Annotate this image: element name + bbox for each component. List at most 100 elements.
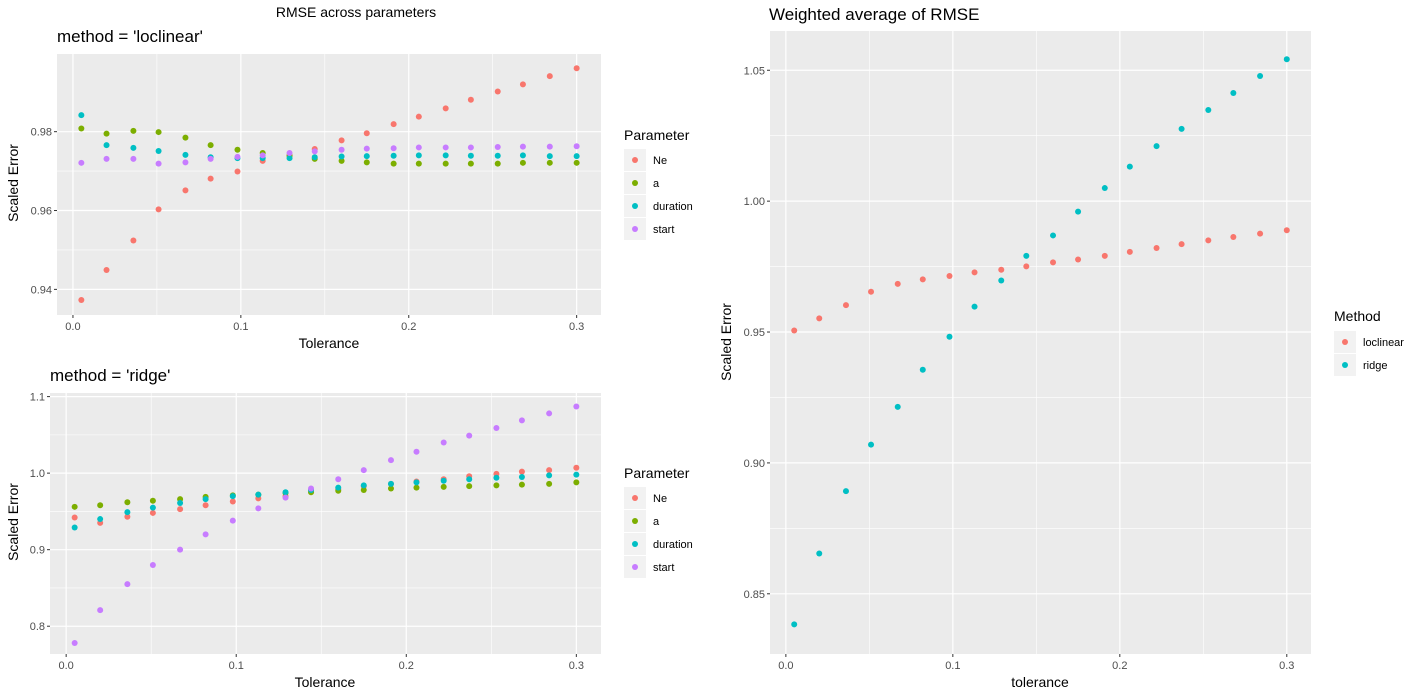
data-point-start xyxy=(71,640,78,647)
data-point-loclinear xyxy=(816,315,823,322)
data-point-loclinear xyxy=(1257,230,1264,237)
legend-key-a xyxy=(632,518,638,524)
data-point-Ne xyxy=(177,506,184,513)
y-axis-label-ridge: Scaled Error xyxy=(5,483,21,561)
data-point-loclinear xyxy=(1205,237,1212,244)
data-point-Ne xyxy=(363,130,370,137)
data-point-Ne xyxy=(155,206,162,213)
y-tick-label: 0.8 xyxy=(30,621,45,633)
x-tick-label: 0.2 xyxy=(401,321,416,333)
data-point-start xyxy=(311,148,318,155)
data-point-duration xyxy=(519,152,526,159)
data-point-Ne xyxy=(149,509,156,516)
data-point-a xyxy=(573,479,580,486)
y-axis-label-loclinear: Scaled Error xyxy=(5,144,21,222)
legend-label-start: start xyxy=(653,562,674,574)
panel-weighted: Weighted average of RMSE 0.0 0.1 0.2 0.3 0.8… xyxy=(718,5,1404,690)
data-point-loclinear xyxy=(971,269,978,276)
data-point-a xyxy=(415,160,422,167)
data-point-start xyxy=(573,403,580,410)
panel-loclinear: method = 'loclinear' 0.0 0.1 0.2 0.3 0.94 0.9… xyxy=(5,27,693,351)
legend-key-ridge xyxy=(1342,362,1348,368)
panel-background xyxy=(50,393,601,654)
data-point-duration xyxy=(229,493,236,500)
data-point-duration xyxy=(78,112,85,119)
data-point-duration xyxy=(202,496,209,503)
data-point-start xyxy=(259,152,266,159)
data-point-a xyxy=(518,481,525,488)
x-tick-label: 0.0 xyxy=(65,321,80,333)
y-axis-label-weighted: Scaled Error xyxy=(718,303,734,381)
data-point-start xyxy=(234,153,241,160)
data-point-loclinear xyxy=(1230,234,1237,241)
data-point-start xyxy=(124,581,131,588)
x-axis-label-ridge: Tolerance xyxy=(295,674,356,690)
legend-ridge: Parameter Ne a duration start xyxy=(624,465,693,578)
data-point-ridge xyxy=(998,277,1005,284)
legend-title-loclinear: Parameter xyxy=(624,127,690,143)
data-point-start xyxy=(335,476,342,483)
data-point-start xyxy=(155,160,162,167)
data-point-Ne xyxy=(519,81,526,88)
x-axis-label-loclinear: Tolerance xyxy=(299,335,360,351)
data-point-Ne xyxy=(415,113,422,120)
data-point-ridge xyxy=(816,550,823,557)
data-point-duration xyxy=(124,509,131,516)
data-point-ridge xyxy=(1023,252,1030,259)
data-point-ridge xyxy=(1205,107,1212,114)
data-point-a xyxy=(442,160,449,167)
data-point-start xyxy=(149,561,156,568)
legend-key-start xyxy=(632,564,638,570)
data-point-a xyxy=(97,502,104,509)
data-point-duration xyxy=(546,153,553,160)
data-point-start xyxy=(360,467,367,474)
data-point-loclinear xyxy=(868,288,875,295)
data-point-loclinear xyxy=(1178,241,1185,248)
data-point-loclinear xyxy=(1075,256,1082,263)
data-point-loclinear xyxy=(1283,227,1290,234)
data-point-duration xyxy=(440,477,447,484)
legend-key-start xyxy=(632,226,638,232)
data-point-Ne xyxy=(229,498,236,505)
data-point-start xyxy=(390,145,397,152)
data-point-a xyxy=(573,159,580,166)
data-point-duration xyxy=(546,472,553,479)
data-point-ridge xyxy=(1153,143,1160,150)
data-point-loclinear xyxy=(1101,252,1108,259)
data-point-a xyxy=(440,483,447,490)
y-tick-label: 0.9 xyxy=(30,545,45,557)
y-tick-label: 0.85 xyxy=(744,589,765,601)
data-point-Ne xyxy=(494,88,501,95)
data-point-start xyxy=(177,546,184,553)
data-point-start xyxy=(466,432,473,439)
data-point-loclinear xyxy=(791,327,798,334)
data-point-duration xyxy=(155,147,162,154)
data-point-duration xyxy=(177,499,184,506)
panel-ridge: method = 'ridge' 0.0 0.1 0.2 0.3 0.8 0.9 1.0 1.… xyxy=(5,366,693,690)
legend-label-Ne: Ne xyxy=(653,155,667,167)
legend-keys-weighted: loclinear ridge xyxy=(1334,331,1404,376)
data-point-duration xyxy=(338,153,345,160)
data-point-a xyxy=(467,160,474,167)
data-point-duration xyxy=(255,491,262,498)
data-point-Ne xyxy=(202,502,209,509)
legend-label-loclinear: loclinear xyxy=(1363,337,1404,349)
legend-key-Ne xyxy=(632,157,638,163)
data-point-start xyxy=(467,144,474,151)
data-point-a xyxy=(78,125,85,132)
x-tick-label: 0.0 xyxy=(59,660,74,672)
data-point-duration xyxy=(442,152,449,159)
data-point-duration xyxy=(518,473,525,480)
legend-key-loclinear xyxy=(1342,339,1348,345)
panel-title-ridge: method = 'ridge' xyxy=(50,366,170,385)
x-tick-label: 0.3 xyxy=(569,660,584,672)
y-tick-label: 1.1 xyxy=(30,392,45,404)
data-point-a xyxy=(103,130,110,137)
data-point-ridge xyxy=(1075,208,1082,215)
data-point-a xyxy=(519,159,526,166)
y-tick-label: 0.95 xyxy=(744,327,765,339)
y-tick-label: 0.94 xyxy=(31,284,52,296)
panel-background xyxy=(57,54,601,315)
data-point-duration xyxy=(103,142,110,149)
data-point-duration xyxy=(573,153,580,160)
